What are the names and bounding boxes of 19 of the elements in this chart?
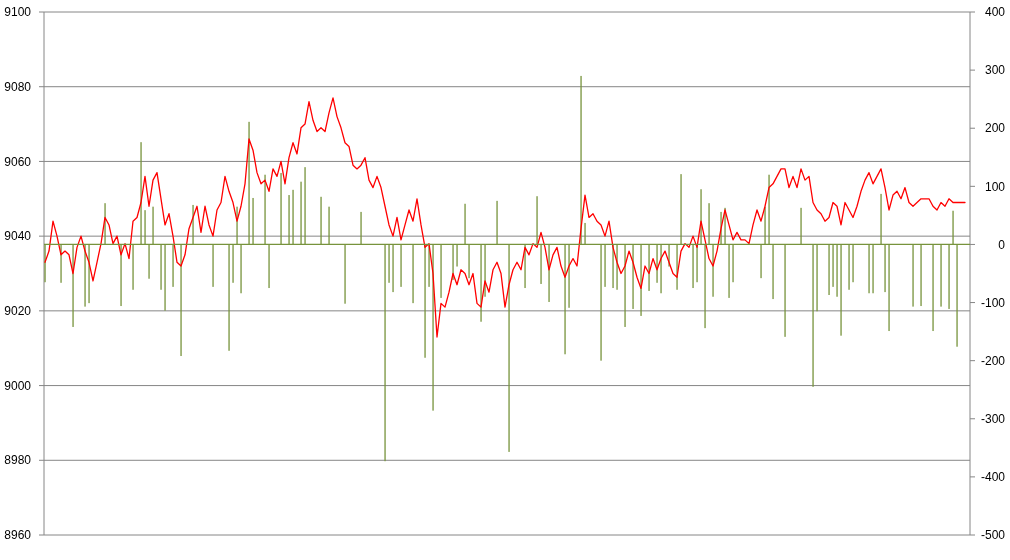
y2-tick-label: 400 (984, 5, 1006, 20)
y-tick-label: 9080 (4, 79, 32, 94)
y-tick-label: 8980 (4, 453, 32, 468)
y2-tick-label: -200 (980, 353, 1006, 368)
y2-tick-label: 200 (984, 121, 1006, 136)
y-tick-label: 9100 (4, 5, 32, 20)
y-tick-label: 8960 (4, 528, 32, 543)
y-tick-label: 9000 (4, 378, 32, 393)
y2-tick-label: -500 (980, 528, 1006, 543)
y2-tick-label: 300 (984, 63, 1006, 78)
y-tick-label: 9020 (4, 304, 32, 319)
y-tick-label: 9040 (4, 229, 32, 244)
y2-tick-label: -300 (980, 411, 1006, 426)
y2-tick-label: -100 (980, 295, 1006, 310)
y2-tick-label: 100 (984, 179, 1006, 194)
y2-tick-label: -400 (980, 470, 1006, 485)
line-series (44, 97, 966, 338)
y-tick-label: 9060 (4, 154, 32, 169)
y2-tick-label: 0 (998, 237, 1006, 252)
